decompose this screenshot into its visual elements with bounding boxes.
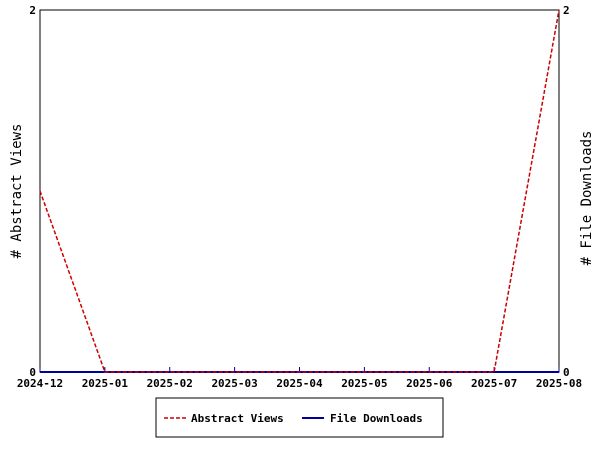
- y-tick-label-bottom: 0: [29, 366, 36, 379]
- legend-label-abstract-views: Abstract Views: [191, 412, 284, 425]
- x-axis: 2024-12 2025-01 2025-02 2025-03 2025-04 2025-…: [17, 367, 582, 390]
- x-tick-label: 2025-03: [211, 377, 257, 390]
- y2-tick-label-bottom: 0: [563, 366, 570, 379]
- legend-label-file-downloads: File Downloads: [330, 412, 423, 425]
- series-layer: [39, 9, 560, 373]
- series-line-abstract-views: [39, 9, 560, 373]
- x-tick-label: 2024-12: [17, 377, 63, 390]
- y2-tick-label-top: 2: [563, 4, 570, 17]
- x-tick-label: 2025-08: [536, 377, 582, 390]
- x-tick-label: 2025-07: [471, 377, 517, 390]
- x-tick-label: 2025-01: [82, 377, 129, 390]
- x-tick-label: 2025-05: [341, 377, 387, 390]
- legend: Abstract Views File Downloads: [155, 397, 444, 438]
- x-tick-label: 2025-06: [406, 377, 453, 390]
- x-tick-label: 2025-04: [276, 377, 323, 390]
- legend-box: [155, 397, 444, 438]
- y-tick-label-top: 2: [29, 4, 36, 17]
- y2-axis-title: # File Downloads: [579, 131, 595, 266]
- y-axis-title: # Abstract Views: [9, 124, 25, 259]
- x-tick-label: 2025-02: [147, 377, 193, 390]
- plot-area: [39, 9, 560, 373]
